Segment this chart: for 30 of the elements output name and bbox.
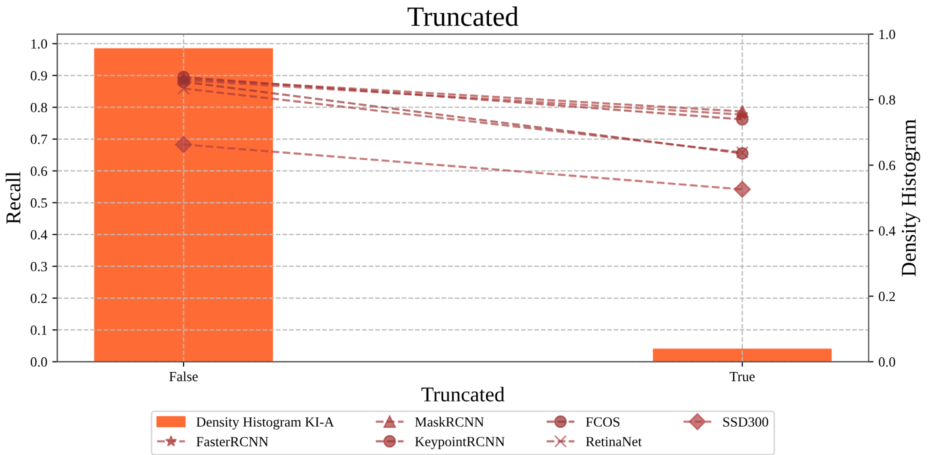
y2-tick-label: 0.6 xyxy=(878,160,896,170)
y-axis-title: Recall xyxy=(6,172,20,224)
y-tick-label: 0.9 xyxy=(30,71,47,80)
y-tick-label: 0.6 xyxy=(30,166,48,176)
y-tick-label: 0.2 xyxy=(30,294,47,304)
y2-axis-title: Density Histogram xyxy=(902,119,920,276)
legend-label: MaskRCNN xyxy=(415,416,484,427)
chart-title: Truncated xyxy=(408,6,518,26)
legend-label: RetinaNet xyxy=(586,436,642,446)
x-tick-label: True xyxy=(730,372,755,382)
y2-tick-label: 0.2 xyxy=(878,292,895,302)
y-tick-label: 0.8 xyxy=(30,102,48,112)
y2-tick-label: 1.0 xyxy=(880,30,896,40)
y2-tick-label: 0.0 xyxy=(878,357,896,367)
y2-tick-label: 0.4 xyxy=(878,226,896,236)
legend-label: FasterRCNN xyxy=(196,437,268,446)
x-tick-label: False xyxy=(169,371,198,382)
legend-label: KeypointRCNN xyxy=(415,436,505,450)
y-tick-label: 0.5 xyxy=(30,198,48,208)
legend-label: SSD300 xyxy=(723,417,768,427)
legend-label: Density Histogram KI-A xyxy=(196,417,334,430)
x-axis-title: Truncated xyxy=(421,386,505,402)
y-tick-label: 1.0 xyxy=(31,39,48,49)
legend-label: FCOS xyxy=(586,417,620,427)
y-tick-label: 0.7 xyxy=(30,134,48,144)
y-tick-label: 0.1 xyxy=(30,326,47,335)
y-tick-label: 0.3 xyxy=(30,262,48,272)
y-tick-label: 0.0 xyxy=(30,357,48,367)
y2-tick-label: 0.8 xyxy=(878,95,896,105)
y-tick-label: 0.4 xyxy=(30,230,48,240)
